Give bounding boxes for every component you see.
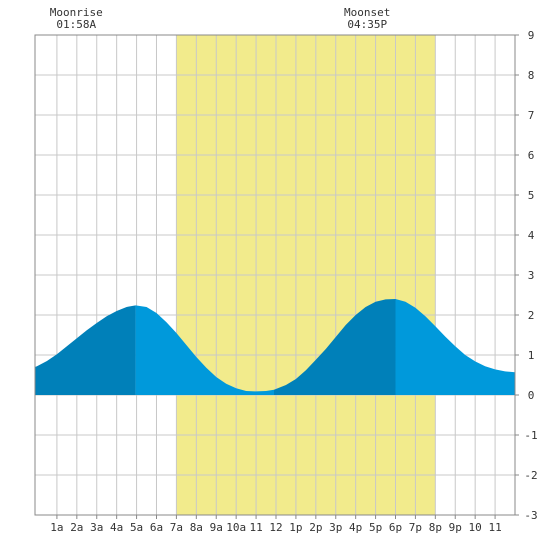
x-tick-label: 1p	[289, 521, 302, 534]
y-tick-label: 4	[528, 229, 535, 242]
x-tick-label: 5p	[369, 521, 382, 534]
x-tick-label: 9p	[449, 521, 462, 534]
y-tick-label: -1	[524, 429, 537, 442]
x-tick-label: 10	[469, 521, 482, 534]
x-tick-label: 11	[249, 521, 262, 534]
y-tick-label: 1	[528, 349, 535, 362]
y-tick-label: 7	[528, 109, 535, 122]
moonset-time: 04:35P	[347, 18, 387, 31]
x-tick-label: 1a	[50, 521, 63, 534]
moonrise-time: 01:58A	[56, 18, 96, 31]
x-tick-label: 4p	[349, 521, 362, 534]
y-tick-label: 2	[528, 309, 535, 322]
y-tick-label: 8	[528, 69, 535, 82]
x-tick-label: 9a	[210, 521, 223, 534]
y-tick-label: 0	[528, 389, 535, 402]
y-tick-label: 5	[528, 189, 535, 202]
moonrise-label: Moonrise	[50, 6, 103, 19]
tide-rising-segment	[35, 305, 136, 395]
tide-falling-segment	[135, 305, 275, 395]
x-tick-label: 6p	[389, 521, 402, 534]
x-tick-label: 8p	[429, 521, 442, 534]
y-tick-label: -3	[524, 509, 537, 522]
x-tick-label: 10a	[226, 521, 246, 534]
moonset-label: Moonset	[344, 6, 390, 19]
y-tick-label: 3	[528, 269, 535, 282]
x-tick-label: 5a	[130, 521, 143, 534]
x-tick-label: 7a	[170, 521, 183, 534]
tide-falling-segment	[395, 299, 515, 395]
tide-area	[35, 299, 515, 395]
axis-frame	[34, 34, 519, 519]
y-tick-label: 9	[528, 29, 535, 42]
x-tick-label: 4a	[110, 521, 123, 534]
x-tick-label: 12	[269, 521, 282, 534]
x-tick-label: 11	[488, 521, 501, 534]
x-tick-label: 3p	[329, 521, 342, 534]
x-tick-label: 7p	[409, 521, 422, 534]
x-tick-label: 8a	[190, 521, 203, 534]
y-tick-label: 6	[528, 149, 535, 162]
y-tick-label: -2	[524, 469, 537, 482]
x-tick-label: 6a	[150, 521, 163, 534]
x-tick-label: 2p	[309, 521, 322, 534]
moon-annotations: Moonrise 01:58A Moonset 04:35P	[50, 6, 391, 31]
x-axis-labels: 1a 2a 3a 4a 5a 6a 7a 8a 9a 10a 11 12 1p 2p 3p 4p 5p 6p 7p 8…	[50, 521, 501, 534]
x-tick-label: 3a	[90, 521, 103, 534]
tide-rising-segment	[274, 299, 396, 395]
y-axis-labels: -3 -2 -1 0 1 2 3 4 5 6 7 8 9	[524, 29, 537, 522]
x-tick-label: 2a	[70, 521, 83, 534]
